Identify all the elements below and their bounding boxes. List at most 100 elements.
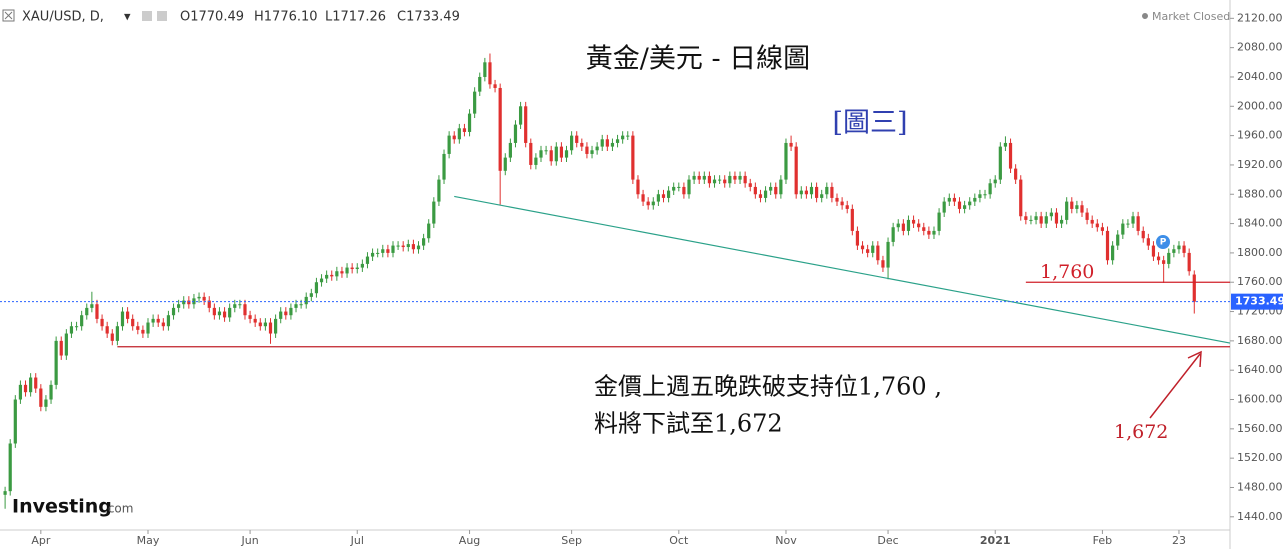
candle-body	[3, 491, 7, 495]
candle-body	[840, 201, 844, 206]
candle-body	[304, 296, 308, 305]
event-marker	[1156, 235, 1170, 249]
candle-body	[871, 245, 875, 253]
candle-body	[789, 142, 793, 147]
candle-body	[74, 326, 79, 328]
x-tick-label: Dec	[877, 534, 898, 547]
candle-body	[978, 194, 982, 198]
candle-body	[641, 194, 645, 202]
candle-body	[513, 124, 518, 143]
candle-body	[672, 186, 676, 191]
candle-body	[712, 179, 717, 184]
candle-body	[432, 201, 436, 224]
candle-body	[692, 175, 696, 180]
candle-body	[478, 76, 482, 92]
candle-body	[284, 311, 288, 316]
candle-body	[207, 300, 211, 308]
candle-body	[1177, 245, 1181, 250]
candle-body	[702, 175, 706, 180]
y-tick-label: 2000.00	[1237, 99, 1283, 112]
candle-body	[1075, 205, 1079, 209]
candle-body	[381, 249, 385, 253]
x-tick-label: Jul	[350, 534, 364, 547]
candle-body	[575, 135, 579, 143]
candle-body	[422, 238, 426, 246]
candle-body	[580, 142, 584, 147]
icon	[157, 11, 167, 21]
y-tick-label: 2120.00	[1237, 11, 1283, 24]
candle-body	[769, 186, 773, 191]
collapse-icon[interactable]	[2, 9, 15, 22]
candle-body	[707, 175, 712, 184]
candle-body	[13, 399, 17, 444]
candle-body	[289, 307, 293, 316]
candle-body	[105, 326, 109, 334]
candle-body	[1095, 223, 1099, 228]
candle-body	[136, 326, 140, 330]
candle-body	[248, 315, 252, 319]
candle-body	[973, 197, 977, 202]
candle-body	[467, 113, 472, 132]
candle-body	[763, 190, 768, 198]
x-tick-label: Nov	[775, 534, 797, 547]
candle-body	[687, 179, 691, 195]
candle-body	[733, 175, 737, 180]
candle-body	[330, 274, 334, 277]
candle-body	[473, 91, 477, 114]
dropdown[interactable]: ▾	[124, 10, 131, 25]
candle-body	[18, 384, 23, 400]
candle-body	[809, 186, 814, 195]
candle-body	[779, 179, 783, 195]
candle-body	[263, 322, 267, 327]
candle-body	[697, 175, 701, 180]
candle-body	[932, 230, 936, 235]
candle-body	[309, 293, 313, 297]
y-tick-label: 1560.00	[1237, 422, 1283, 435]
event-marker-glyph: P	[1160, 238, 1167, 248]
x-tick-label: Apr	[31, 534, 51, 547]
brand-suffix: .com	[104, 502, 133, 516]
y-tick-label: 2080.00	[1237, 41, 1283, 54]
candle-body	[151, 318, 155, 323]
candle-body	[957, 201, 962, 209]
candle-body	[238, 304, 242, 306]
candle-body	[279, 311, 283, 319]
chart-subtitle: [圖三]	[832, 108, 907, 139]
candle-body	[1167, 252, 1171, 264]
candle-body	[917, 223, 921, 228]
candle-body	[462, 128, 467, 132]
candle-body	[631, 135, 635, 180]
candle-body	[1156, 256, 1161, 261]
candle-body	[1090, 219, 1094, 224]
y-tick-label: 1680.00	[1237, 334, 1283, 347]
candle-body	[340, 271, 344, 274]
candle-body	[728, 175, 732, 184]
x-tick-label: 2021	[980, 534, 1011, 547]
candle-body	[595, 146, 599, 151]
status-dot	[1142, 13, 1148, 19]
candle-body	[794, 146, 798, 195]
candle-body	[483, 62, 487, 77]
candle-body	[335, 271, 339, 277]
candle-body	[54, 340, 58, 385]
x-tick-label: Aug	[459, 534, 480, 547]
candle-body	[391, 245, 395, 253]
last-price-box	[1231, 293, 1283, 310]
candle-body	[1126, 223, 1130, 225]
candle-body	[993, 179, 997, 184]
candle-body	[891, 227, 895, 242]
candle-body	[447, 135, 451, 154]
candle-body	[1105, 230, 1110, 261]
candle-body	[758, 194, 763, 198]
candle-body	[539, 150, 543, 158]
candle-body	[866, 249, 870, 253]
candle-body	[1146, 238, 1150, 246]
candle-body	[274, 318, 278, 334]
candle-body	[222, 311, 227, 318]
candle-body	[182, 300, 186, 305]
ohlc-open: O1770.49	[180, 10, 244, 25]
candle-body	[1049, 212, 1053, 217]
level-label: 1,760	[1040, 261, 1094, 283]
candle-body	[554, 146, 558, 162]
candle-body	[161, 322, 165, 327]
